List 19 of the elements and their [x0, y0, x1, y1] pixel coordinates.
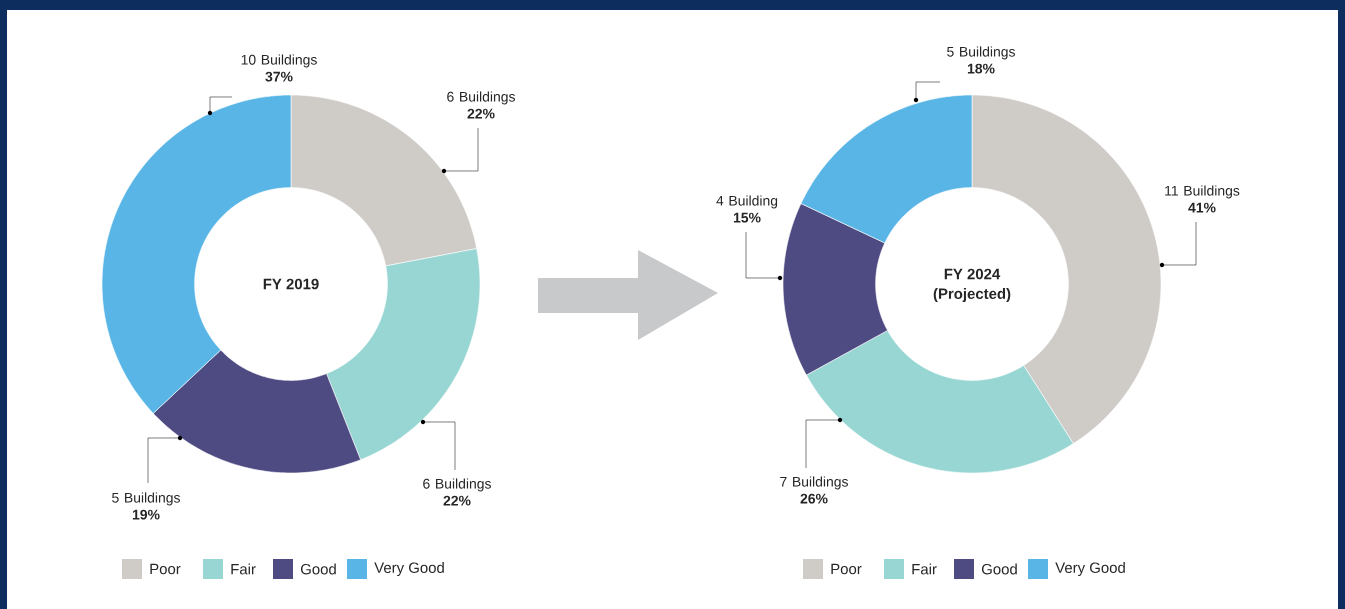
data-label: 6 Buildings 22% — [423, 478, 491, 506]
legend-label: Poor — [831, 563, 862, 575]
data-label: 5 Buildings 19% — [112, 492, 180, 520]
data-label: 4 Building 15% — [716, 195, 778, 223]
legend-label: Good — [300, 563, 336, 575]
legend-label: Fair — [912, 563, 937, 575]
text: FY 2024 — [944, 268, 1001, 280]
legend-label: Very Good — [1055, 562, 1125, 576]
data-label: 10 Buildings 37% — [241, 54, 317, 82]
data-label: 6 Buildings 22% — [447, 91, 515, 119]
legend-label: Good — [981, 563, 1017, 575]
data-label: 11 Buildings 41% — [1165, 185, 1240, 213]
legend-label: Poor — [150, 563, 181, 575]
text: FY 2019 — [263, 278, 319, 290]
data-label: 5 Buildings 18% — [947, 46, 1015, 74]
legend-label: Very Good — [374, 562, 444, 576]
text: (Projected) — [933, 288, 1011, 302]
legend-label: Fair — [231, 563, 256, 575]
data-label: 7 Buildings 26% — [780, 476, 848, 504]
